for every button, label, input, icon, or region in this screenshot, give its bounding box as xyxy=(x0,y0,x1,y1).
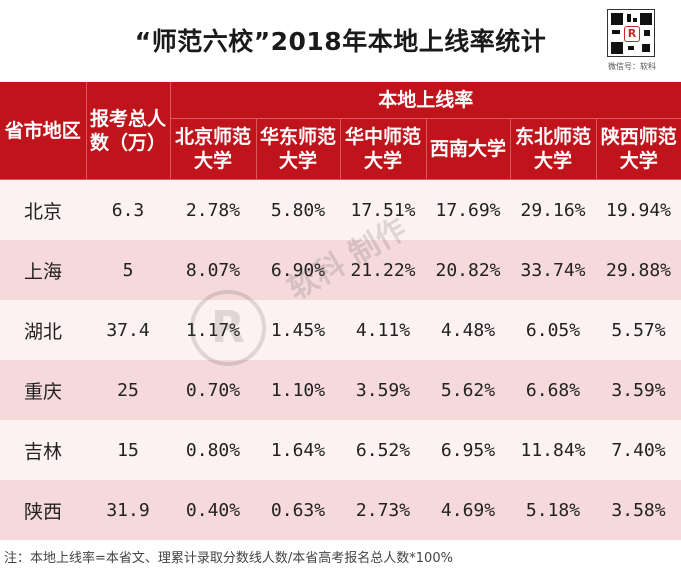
cell-rate: 0.63% xyxy=(256,480,340,540)
cell-rate: 4.11% xyxy=(340,300,426,360)
cell-rate: 5.18% xyxy=(510,480,596,540)
cell-rate: 3.59% xyxy=(340,360,426,420)
cell-applicants: 25 xyxy=(86,360,170,420)
qr-caption: 微信号：软科 xyxy=(608,62,656,71)
cell-rate: 6.95% xyxy=(426,420,510,480)
cell-rate: 3.58% xyxy=(596,480,681,540)
cell-rate: 6.68% xyxy=(510,360,596,420)
cell-rate: 1.10% xyxy=(256,360,340,420)
cell-rate: 7.40% xyxy=(596,420,681,480)
cell-province: 上海 xyxy=(0,240,86,300)
cell-rate: 3.59% xyxy=(596,360,681,420)
cell-province: 陕西 xyxy=(0,480,86,540)
cell-applicants: 15 xyxy=(86,420,170,480)
cell-province: 北京 xyxy=(0,179,86,240)
header-university: 东北师范大学 xyxy=(510,118,597,180)
cell-rate: 1.17% xyxy=(170,300,256,360)
statistics-table: 省市地区 报考总人数（万） 本地上线率 北京师范大学 华东师范大学 华中师范大学… xyxy=(0,82,681,540)
cell-rate: 0.40% xyxy=(170,480,256,540)
table-row: 北京 6.3 2.78% 5.80% 17.51% 17.69% 29.16% … xyxy=(0,179,681,240)
cell-rate: 5.80% xyxy=(256,179,340,240)
cell-rate: 6.52% xyxy=(340,420,426,480)
cell-rate: 6.90% xyxy=(256,240,340,300)
header-university: 北京师范大学 xyxy=(170,118,257,180)
cell-rate: 20.82% xyxy=(426,240,510,300)
cell-rate: 0.80% xyxy=(170,420,256,480)
table-row: 吉林 15 0.80% 1.64% 6.52% 6.95% 11.84% 7.4… xyxy=(0,420,681,480)
cell-rate: 5.57% xyxy=(596,300,681,360)
cell-rate: 4.48% xyxy=(426,300,510,360)
cell-rate: 17.51% xyxy=(340,179,426,240)
cell-rate: 33.74% xyxy=(510,240,596,300)
cell-rate: 5.62% xyxy=(426,360,510,420)
cell-rate: 11.84% xyxy=(510,420,596,480)
cell-rate: 17.69% xyxy=(426,179,510,240)
table-row: 陕西 31.9 0.40% 0.63% 2.73% 4.69% 5.18% 3.… xyxy=(0,480,681,540)
cell-province: 湖北 xyxy=(0,300,86,360)
cell-rate: 21.22% xyxy=(340,240,426,300)
header-university: 陕西师范大学 xyxy=(596,118,681,180)
footnote: 注：本地上线率=本省文、理累计录取分数线人数/本省高考报名总人数*100% xyxy=(4,551,453,566)
cell-rate: 29.16% xyxy=(510,179,596,240)
cell-rate: 2.73% xyxy=(340,480,426,540)
table-row: 湖北 37.4 1.17% 1.45% 4.11% 4.48% 6.05% 5.… xyxy=(0,300,681,360)
cell-applicants: 31.9 xyxy=(86,480,170,540)
page-title: “师范六校”2018年本地上线率统计 xyxy=(134,27,547,56)
cell-rate: 29.88% xyxy=(596,240,681,300)
cell-rate: 1.64% xyxy=(256,420,340,480)
cell-applicants: 37.4 xyxy=(86,300,170,360)
header-group-local-rate: 本地上线率 xyxy=(170,82,681,119)
table-row: 上海 5 8.07% 6.90% 21.22% 20.82% 33.74% 29… xyxy=(0,240,681,300)
header-university: 华东师范大学 xyxy=(256,118,341,180)
title-bar: “师范六校”2018年本地上线率统计 R 微信号：软科 xyxy=(0,0,681,82)
cell-applicants: 6.3 xyxy=(86,179,170,240)
header-applicants: 报考总人数（万） xyxy=(86,82,171,180)
cell-province: 重庆 xyxy=(0,360,86,420)
cell-rate: 8.07% xyxy=(170,240,256,300)
cell-rate: 1.45% xyxy=(256,300,340,360)
cell-applicants: 5 xyxy=(86,240,170,300)
header-university: 西南大学 xyxy=(426,118,511,180)
cell-rate: 0.70% xyxy=(170,360,256,420)
cell-rate: 2.78% xyxy=(170,179,256,240)
qr-logo: R xyxy=(624,26,640,42)
cell-province: 吉林 xyxy=(0,420,86,480)
qr-code-icon: R xyxy=(607,9,655,57)
cell-rate: 19.94% xyxy=(596,179,681,240)
header-university: 华中师范大学 xyxy=(340,118,427,180)
cell-rate: 4.69% xyxy=(426,480,510,540)
header-province: 省市地区 xyxy=(0,82,87,180)
table-row: 重庆 25 0.70% 1.10% 3.59% 5.62% 6.68% 3.59… xyxy=(0,360,681,420)
cell-rate: 6.05% xyxy=(510,300,596,360)
